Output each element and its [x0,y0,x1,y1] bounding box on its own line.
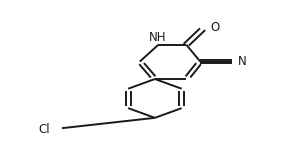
Text: N: N [238,55,246,68]
Text: O: O [210,22,219,34]
Text: NH: NH [148,31,166,44]
Text: Cl: Cl [39,123,50,136]
